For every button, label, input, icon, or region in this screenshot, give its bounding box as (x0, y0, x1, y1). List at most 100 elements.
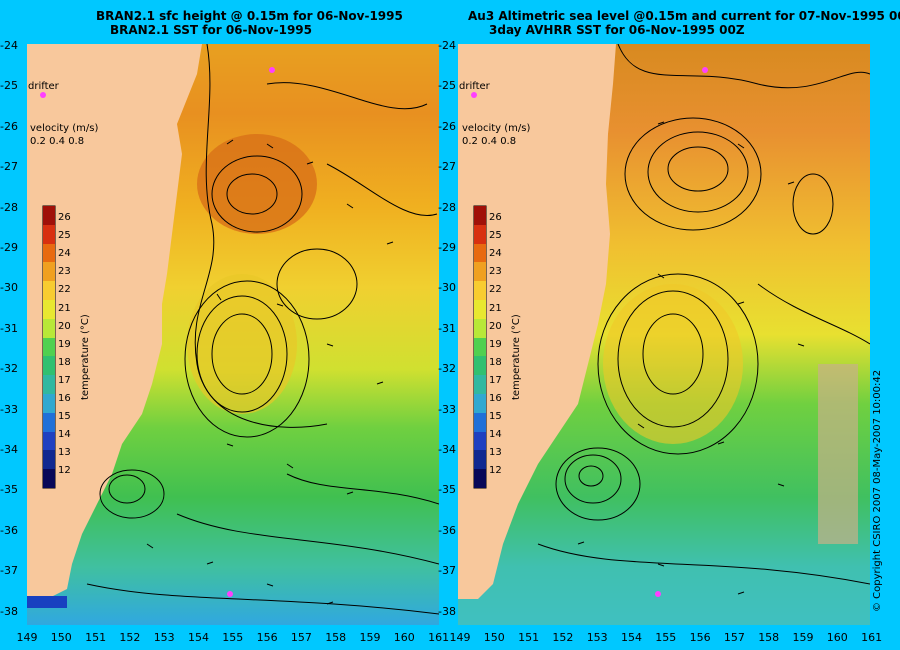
colorbar-tick-label: 26 (58, 212, 71, 223)
ssh-contours (537, 44, 870, 585)
y-tick-label: -38 (438, 604, 456, 618)
x-tick-label: 156 (689, 631, 711, 644)
y-tick-label: -29 (438, 241, 456, 254)
copyright-notice: © Copyright CSIRO 2007 08-May-2007 10:00… (872, 369, 883, 612)
colorbar-tick-label: 24 (58, 248, 71, 260)
left-map-svg (27, 44, 439, 625)
x-tick-label: 153 (153, 631, 175, 644)
colorbar-swatch (474, 206, 486, 226)
land-mass (458, 44, 616, 599)
velocity-value: 0.8 (500, 136, 517, 147)
colorbar-tick-label: 19 (489, 338, 502, 350)
y-tick-label: -27 (0, 160, 18, 174)
colorbar-swatch (43, 337, 55, 357)
right-velocity-label: velocity (m/s) (462, 123, 531, 134)
x-tick-label: 153 (586, 631, 608, 644)
x-tick-label: 150 (483, 631, 505, 644)
x-tick-label: 159 (359, 631, 381, 644)
colorbar-swatch (474, 450, 486, 470)
x-tick-label: 157 (723, 631, 745, 644)
y-tick-label: -28 (0, 200, 18, 214)
colorbar-swatch (43, 243, 55, 263)
colorbar-tick-label: 15 (489, 411, 502, 423)
x-tick-label: 150 (50, 631, 72, 644)
y-tick-label: -32 (438, 362, 456, 376)
colorbar-swatch (43, 412, 55, 433)
colorbar-swatch (474, 243, 486, 263)
colorbar-swatch (43, 469, 55, 489)
colorbar-swatch (474, 375, 486, 395)
colorbar-swatch (43, 281, 55, 301)
colorbar-tick-label: 23 (489, 266, 502, 278)
y-tick-label: -35 (438, 483, 456, 497)
legend-drifter-symbol (471, 92, 477, 98)
left-title-line2: BRAN2.1 SST for 06-Nov-1995 (110, 23, 312, 37)
colorbar-tick-label: 20 (58, 320, 71, 332)
colorbar-swatch (474, 224, 486, 245)
velocity-value: 0.2 (462, 136, 478, 147)
right-title-line2: 3day AVHRR SST for 06-Nov-1995 00Z (489, 23, 745, 37)
colorbar-swatch (43, 300, 55, 320)
y-tick-label: -25 (0, 79, 18, 93)
y-tick-label: -29 (0, 241, 18, 254)
colorbar-swatch (474, 300, 486, 320)
warm-core-eddy (603, 284, 743, 444)
colorbar-tick-label: 26 (489, 212, 502, 223)
right-map-panel (458, 44, 870, 625)
y-tick-label: -36 (0, 523, 18, 537)
colorbar-swatch (474, 412, 486, 433)
colorbar-swatch (474, 337, 486, 357)
left-velocity-label: velocity (m/s) (30, 123, 99, 134)
colorbar-tick-label: 22 (58, 284, 71, 296)
current-vectors (146, 139, 394, 605)
colorbar-swatch (474, 262, 486, 282)
left-colorbar-title: temperature (°C) (80, 314, 91, 400)
x-tick-label: 154 (188, 631, 209, 644)
y-tick-label: -26 (0, 119, 18, 133)
x-tick-label: 156 (256, 631, 278, 644)
colorbar-swatch (43, 356, 55, 376)
colorbar-swatch (43, 375, 55, 395)
right-colorbar (474, 206, 486, 489)
x-tick-label: 157 (290, 631, 312, 644)
y-tick-label: -25 (438, 79, 456, 93)
right-velocity-values: 0.2 0.4 0.8 (462, 136, 516, 147)
colorbar-tick-label: 15 (58, 411, 71, 423)
cloud-patch (818, 364, 858, 544)
y-tick-label: -24 (0, 39, 18, 52)
colorbar-swatch (43, 394, 55, 414)
left-drifter-label: drifter (28, 81, 59, 92)
land-mass (27, 44, 202, 599)
x-tick-label: 160 (393, 631, 415, 644)
y-tick-label: -30 (0, 281, 18, 295)
y-tick-label: -38 (0, 604, 18, 618)
left-colorbar (43, 206, 55, 489)
colorbar-tick-label: 16 (58, 393, 71, 404)
colorbar-tick-label: 17 (58, 374, 71, 386)
x-tick-label: 161 (428, 631, 450, 644)
left-velocity-values: 0.2 0.4 0.8 (30, 136, 84, 147)
y-tick-label: -37 (438, 564, 456, 578)
x-tick-label: 154 (621, 631, 642, 644)
colorbar-tick-label: 18 (58, 356, 71, 368)
x-tick-label: 159 (792, 631, 814, 644)
velocity-value: 0.8 (68, 136, 85, 147)
colorbar-tick-label: 17 (489, 374, 502, 386)
velocity-value: 0.4 (481, 136, 497, 147)
y-tick-label: -35 (0, 483, 18, 497)
drifter-marker (227, 591, 233, 597)
colorbar-swatch (474, 281, 486, 301)
right-map-svg (458, 44, 870, 625)
colorbar-tick-label: 18 (489, 356, 502, 368)
drifter-marker (269, 67, 275, 73)
y-tick-label: -37 (0, 564, 18, 578)
colorbar-tick-label: 19 (58, 338, 71, 350)
colorbar-tick-label: 25 (489, 230, 502, 242)
y-tick-label: -34 (0, 443, 18, 456)
right-colorbar-title: temperature (°C) (511, 314, 522, 400)
x-tick-label: 158 (758, 631, 780, 644)
y-tick-label: -36 (438, 523, 456, 537)
current-vectors (577, 121, 805, 595)
y-tick-label: -26 (438, 119, 456, 133)
drifter-marker (702, 67, 708, 73)
